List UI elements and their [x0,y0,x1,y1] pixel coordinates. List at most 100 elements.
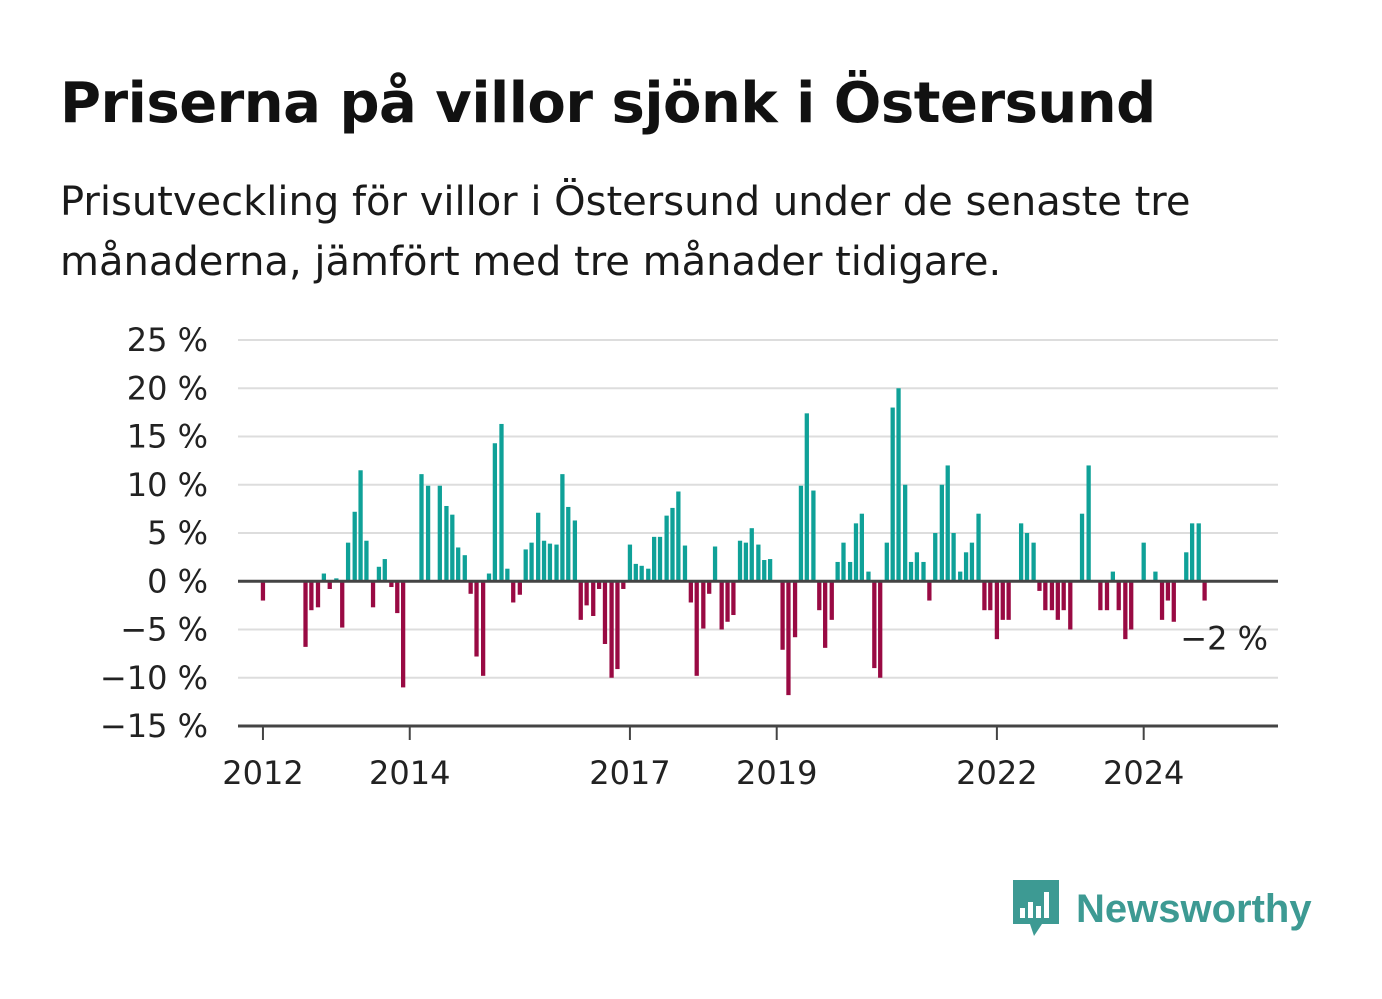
bar [1006,581,1011,620]
bar [688,581,693,603]
last-value-label: −2 % [1180,620,1268,658]
bar [370,581,376,608]
bar [847,561,853,582]
bar [309,581,314,611]
bar [921,561,926,582]
bar [364,540,369,582]
bar [1171,581,1176,622]
bar [811,490,816,582]
bar [951,533,956,582]
bar [835,561,840,582]
price-change-bar-chart: 25 % 20 % 15 % 10 % 5 % 0 % −5 % −10 % −15 % 2012… [100,321,1278,792]
bar [505,568,510,582]
bar [1165,581,1171,601]
bar [340,581,345,628]
bar [719,581,724,630]
bar [817,581,822,611]
bar [578,581,583,620]
bar [756,544,761,582]
bar [321,573,327,582]
bar [1104,581,1110,611]
bar [352,511,357,582]
bar [804,413,809,582]
bar [1037,581,1042,591]
bar [994,581,1000,640]
bar [914,552,920,582]
bar [395,581,400,614]
bar [652,536,657,582]
bar [707,581,712,594]
bar [982,581,987,611]
chart-subtitle: Prisutveckling för villor i Östersund un… [60,179,1191,285]
bar [1116,581,1121,611]
bar [737,540,743,582]
bar [743,542,749,582]
y-tick-label: −10 % [100,659,208,697]
bar [731,581,736,616]
bar-chart-speech-bubble-icon [1013,880,1059,936]
bar [376,566,382,582]
bar [401,581,406,688]
bar [1049,581,1055,611]
bar [903,484,908,582]
bar [767,559,773,582]
bar [853,523,859,582]
bar [1055,581,1060,620]
bar [584,581,589,606]
bar [884,542,889,582]
bar [499,423,504,582]
bar [566,506,571,582]
bar [670,507,675,582]
bar [976,513,981,582]
bar [596,581,602,589]
bar [450,514,455,582]
bar [792,581,798,638]
bar [945,465,950,582]
bar [829,581,834,620]
bar [1189,523,1195,582]
x-tick-label: 2012 [222,754,303,792]
y-tick-label: 0 % [147,562,208,600]
chart-title: Priserna på villor sjönk i Östersund [60,71,1156,136]
bar [969,542,975,582]
bar [1018,523,1024,582]
bar [572,520,578,582]
bar [878,581,883,678]
bar [933,533,938,582]
bar [908,561,914,582]
y-tick-label: −15 % [100,707,208,745]
bar [529,542,534,582]
y-tick-label: 15 % [127,418,208,456]
bar [382,559,387,582]
bar [890,407,895,582]
bar [958,571,963,582]
bar [1098,581,1103,611]
bar [1086,465,1091,582]
y-tick-label: 10 % [127,466,208,504]
bar [621,581,626,589]
bar [664,515,669,582]
bar [315,581,321,608]
bar [486,573,492,582]
bar [560,474,565,582]
bar [1031,542,1036,582]
x-tick-label: 2019 [736,754,817,792]
bar [963,552,969,582]
bar [474,581,479,657]
tick-labels: 25 % 20 % 15 % 10 % 5 % 0 % −5 % −10 % −15 % 2012… [100,321,1268,792]
y-tick-label: 5 % [147,514,208,552]
y-tick-label: −5 % [120,611,208,649]
bar [358,470,363,582]
bar [303,581,308,647]
x-tick-label: 2024 [1103,754,1184,792]
bar [1123,581,1128,640]
bar [345,542,351,582]
y-tick-label: 25 % [127,321,208,359]
bar [712,546,718,582]
bar [425,485,431,582]
bar [646,568,651,582]
bar [939,484,944,582]
x-tick-label: 2014 [369,754,450,792]
bar [468,581,473,594]
bar [1159,581,1165,620]
